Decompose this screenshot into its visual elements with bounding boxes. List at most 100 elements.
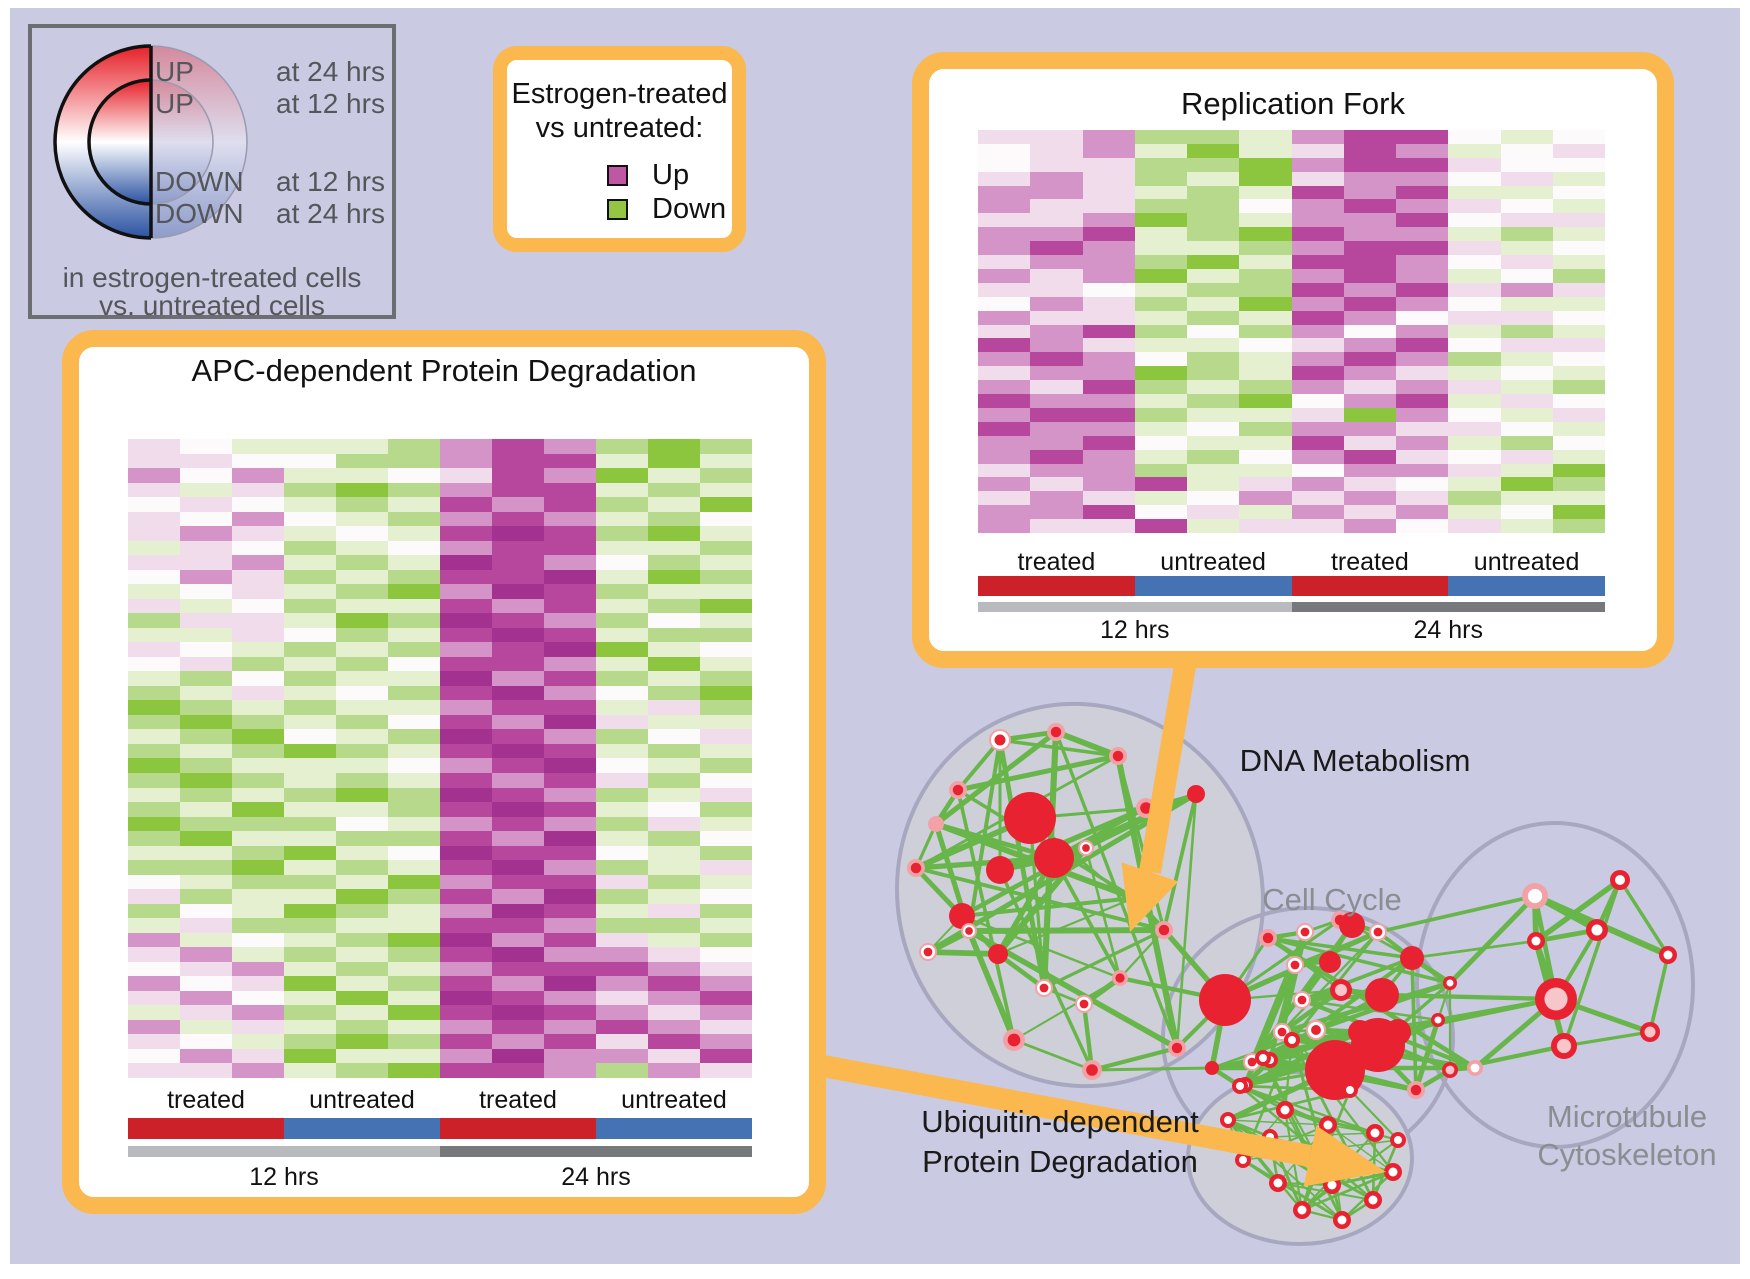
heatmap-cell xyxy=(648,526,700,541)
heatmap-cell xyxy=(284,787,336,803)
network-node xyxy=(1297,995,1307,1005)
heatmap-cell xyxy=(440,874,492,890)
heatmap-cell xyxy=(388,961,440,977)
heatmap-cell xyxy=(596,511,648,527)
heatmap-cell xyxy=(336,947,388,962)
heatmap-cell xyxy=(180,1019,232,1035)
network-node xyxy=(1319,951,1341,973)
heatmap-cell xyxy=(284,1019,336,1035)
heatmap-cell xyxy=(700,743,752,759)
heatmap-cell xyxy=(492,642,544,657)
heatmap-cell xyxy=(128,453,180,469)
heatmap-cell xyxy=(1030,213,1083,228)
network-edge xyxy=(1448,894,1537,985)
heatmap-cell xyxy=(284,845,336,861)
heatmap-cell xyxy=(232,860,284,875)
heatmap-cell xyxy=(336,656,388,672)
up-color-swatch xyxy=(607,164,628,186)
heatmap-cell xyxy=(180,482,232,498)
heatmap-cell xyxy=(648,584,700,599)
heatmap-cell xyxy=(128,874,180,890)
heatmap-cell xyxy=(1239,185,1292,200)
heatmap-cell xyxy=(1030,268,1083,283)
heatmap-cell xyxy=(180,976,232,991)
network-edge xyxy=(1562,879,1622,1047)
network-edge xyxy=(1277,1181,1374,1202)
heatmap-cell xyxy=(648,947,700,962)
heatmap-cell xyxy=(492,482,544,498)
heatmap-cell xyxy=(1448,380,1501,395)
heatmap-cell xyxy=(1030,352,1083,367)
heatmap-cell xyxy=(284,816,336,832)
heatmap-cell xyxy=(440,540,492,556)
network-node xyxy=(1591,924,1603,936)
heatmap-cell xyxy=(1187,268,1240,283)
heatmap-cell xyxy=(128,860,180,875)
heatmap-cell xyxy=(492,860,544,875)
heatmap-cell xyxy=(284,961,336,977)
heatmap-cell xyxy=(232,656,284,672)
heatmap-cell xyxy=(284,453,336,469)
heatmap-cell xyxy=(978,352,1031,367)
heatmap-cell xyxy=(128,685,180,701)
heatmap-cell xyxy=(596,874,648,890)
apc-group-treated-12: treated xyxy=(167,1086,245,1114)
heatmap-cell xyxy=(388,903,440,919)
heatmap-cell xyxy=(440,743,492,759)
heatmap-cell xyxy=(596,845,648,861)
heatmap-cell xyxy=(978,491,1031,506)
heatmap-cell xyxy=(1187,380,1240,395)
heatmap-cell xyxy=(1448,143,1501,158)
heatmap-cell xyxy=(1448,241,1501,256)
network-edge xyxy=(1043,928,1165,990)
heatmap-cell xyxy=(1239,268,1292,283)
heatmap-cell xyxy=(648,1048,700,1064)
network-node xyxy=(1365,978,1399,1012)
heatmap-cell xyxy=(388,497,440,512)
heatmap-cell xyxy=(1187,449,1240,464)
heatmap-cell xyxy=(180,656,232,672)
heatmap-cell xyxy=(648,729,700,744)
network-node xyxy=(1082,844,1090,852)
heatmap-cell xyxy=(180,773,232,788)
heatmap-cell xyxy=(1552,143,1605,158)
heatmap-cell xyxy=(388,845,440,861)
heatmap-cell xyxy=(1030,449,1083,464)
treated-bar xyxy=(1291,576,1449,596)
heatmap-cell xyxy=(440,729,492,744)
heatmap-cell xyxy=(336,758,388,774)
label-cell-cycle: Cell Cycle xyxy=(1262,882,1402,917)
heatmap-cell xyxy=(1448,130,1501,144)
heatmap-cell xyxy=(180,671,232,686)
heatmap-cell xyxy=(232,497,284,512)
heatmap-cell xyxy=(1552,352,1605,367)
heatmap-cell xyxy=(336,642,388,657)
heatmap-cell xyxy=(1239,366,1292,381)
heatmap-cell xyxy=(1291,130,1344,144)
heatmap-cell xyxy=(492,787,544,803)
network-edge xyxy=(1091,1066,1213,1072)
heatmap-cell xyxy=(1030,421,1083,436)
heatmap-cell xyxy=(978,519,1031,533)
heatmap-cell xyxy=(440,1063,492,1078)
heatmap-cell xyxy=(978,477,1031,492)
heatmap-cell xyxy=(1500,241,1553,256)
heatmap-cell xyxy=(284,903,336,919)
heatmap-cell xyxy=(336,903,388,919)
heatmap-cell xyxy=(440,685,492,701)
heatmap-cell xyxy=(1187,463,1240,478)
network-node xyxy=(1034,838,1074,878)
network-node xyxy=(1039,983,1049,993)
heatmap-cell xyxy=(978,366,1031,381)
heatmap-cell xyxy=(336,845,388,861)
heatmap-cell xyxy=(336,714,388,730)
heatmap-cell xyxy=(1552,394,1605,408)
heatmap-cell xyxy=(1343,185,1396,200)
heatmap-cell xyxy=(284,831,336,846)
heatmap-cell xyxy=(1187,338,1240,353)
connector-arrow-head xyxy=(1303,1125,1386,1187)
circle-legend-box xyxy=(28,24,396,319)
heatmap-cell xyxy=(284,918,336,933)
heatmap-cell xyxy=(1500,227,1553,242)
heatmap-cell xyxy=(1239,213,1292,228)
